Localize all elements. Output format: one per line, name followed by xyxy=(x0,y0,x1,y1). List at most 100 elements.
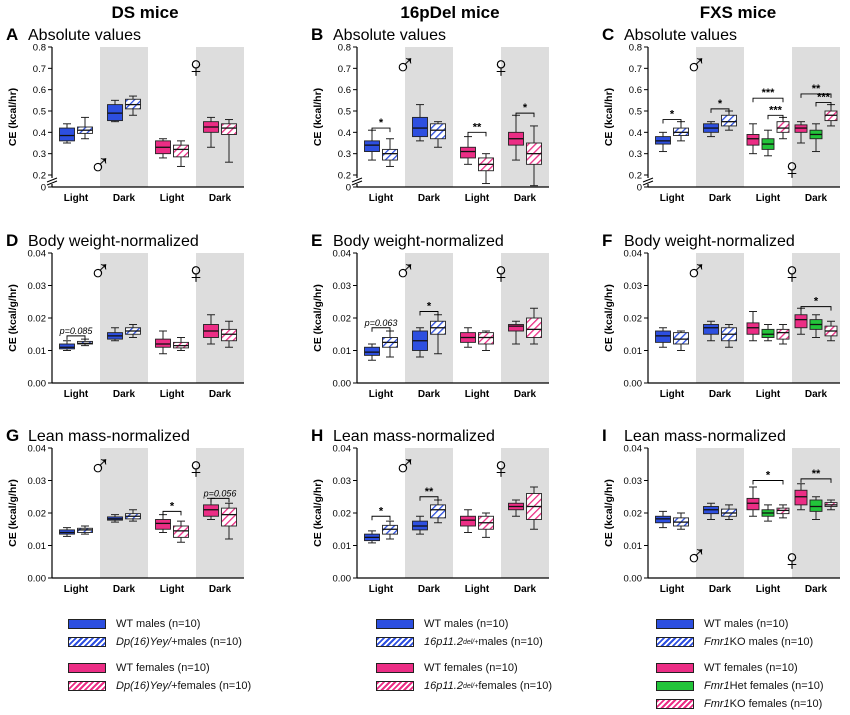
panel-e: E Body weight-normalized 0.00 0.01 0.02 0.03 0… xyxy=(311,231,549,400)
panel-letter: E xyxy=(311,231,322,250)
y-axis-label: CE (kcal/g/hr) xyxy=(603,284,615,352)
y-tick-label: 0.6 xyxy=(629,85,642,96)
bracket-line xyxy=(467,131,487,137)
x-category-label: Light xyxy=(660,193,685,204)
box-female-light-mut xyxy=(478,153,494,185)
y-tick-label: 0.8 xyxy=(338,43,351,54)
swatch-het-female xyxy=(656,681,694,691)
bracket-line xyxy=(800,478,832,483)
box-female-dark-mut xyxy=(526,125,542,187)
box-male-light-mut xyxy=(673,121,689,142)
bracket-line xyxy=(662,119,682,124)
significance-bracket: *** xyxy=(752,87,784,103)
dark-phase-shading xyxy=(405,253,453,383)
panel-title: Absolute values xyxy=(333,27,446,44)
x-category-label: Light xyxy=(756,584,781,595)
significance-bracket: p=0.056 xyxy=(203,488,236,503)
male-symbol: ♂ xyxy=(685,255,708,288)
panel-title: Lean mass-normalized xyxy=(28,428,190,445)
panel-b: B Absolute values 00.2 0.3 0.4 0.5 0.6 0.7 0.8 CE… xyxy=(311,25,549,204)
box-male-dark-mut xyxy=(721,324,737,348)
y-tick-label: 0.3 xyxy=(629,149,642,160)
y-tick-label: 0.01 xyxy=(333,346,352,357)
male-symbol: ♂ xyxy=(685,49,708,82)
box-iqr xyxy=(655,515,671,524)
legend-label: males (n=10) xyxy=(478,636,543,648)
y-axis-label: CE (kcal/hr) xyxy=(603,88,615,146)
box-male-dark-wt xyxy=(703,121,719,138)
box-female-light-wt xyxy=(746,311,760,342)
y-axis-label: CE (kcal/g/hr) xyxy=(312,479,324,547)
box-female-dark-wt xyxy=(203,314,219,345)
y-tick-label: 0.00 xyxy=(28,574,47,585)
legend-item-mut-males: Fmr1 KO males (n=10) xyxy=(656,635,824,649)
y-tick-label: 0.04 xyxy=(28,249,47,260)
panel-c: C Absolute values 00.2 0.3 0.4 0.5 0.6 0.7 0.8 CE… xyxy=(602,25,840,204)
x-category-label: Light xyxy=(756,193,781,204)
legend-label: KO females (n=10) xyxy=(729,698,823,710)
box-female-dark-mut xyxy=(221,502,237,540)
y-tick-label: 0 xyxy=(637,183,642,194)
x-category-label: Dark xyxy=(805,193,828,204)
box-male-light-wt xyxy=(59,123,75,144)
y-tick-label: 0.03 xyxy=(333,281,352,292)
male-symbol: ♂ xyxy=(89,450,112,483)
y-tick-label: 0.4 xyxy=(338,128,351,139)
x-category-label: Dark xyxy=(709,584,732,595)
y-axis-label: CE (kcal/g/hr) xyxy=(7,284,19,352)
significance-stars: * xyxy=(718,98,723,110)
female-symbol: ♀ xyxy=(781,544,804,577)
box-female-light-wt xyxy=(460,136,476,165)
female-symbol: ♀ xyxy=(185,51,208,84)
bracket-line xyxy=(371,127,391,133)
y-tick-label: 0.02 xyxy=(333,314,352,325)
box-iqr xyxy=(761,328,775,338)
swatch-mutant-male xyxy=(656,637,694,647)
box-male-light-mut xyxy=(382,520,398,540)
panel-title: Body weight-normalized xyxy=(624,233,795,250)
legend-label: males (n=10) xyxy=(177,636,242,648)
y-tick-label: 0.00 xyxy=(333,574,352,585)
box-female-dark-wt xyxy=(794,483,808,511)
y-tick-label: 0.02 xyxy=(624,314,643,325)
significance-bracket: * xyxy=(371,505,391,521)
significance-stars: ** xyxy=(812,83,821,95)
dark-phase-shading xyxy=(196,47,244,187)
significance-stars: ** xyxy=(473,121,482,133)
x-category-label: Light xyxy=(64,584,89,595)
y-tick-label: 0.01 xyxy=(333,541,352,552)
axis-break-gap xyxy=(643,178,653,184)
box-iqr xyxy=(382,148,398,161)
panel-f: F Body weight-normalized 0.00 0.01 0.02 0.03 0… xyxy=(602,231,840,400)
box-iqr xyxy=(655,330,671,343)
box-female-light-mut xyxy=(478,512,494,538)
box-female-dark-het xyxy=(809,123,823,153)
box-iqr xyxy=(746,134,760,146)
y-tick-label: 0 xyxy=(346,183,351,194)
box-male-light-wt xyxy=(364,343,380,361)
bracket-line xyxy=(419,311,439,316)
y-tick-label: 0.03 xyxy=(28,281,47,292)
swatch-mutant-female xyxy=(376,681,414,691)
legend-label: WT males (n=10) xyxy=(424,618,509,630)
legend-fxs: WT males (n=10) Fmr1 KO males (n=10) WT … xyxy=(656,617,824,715)
swatch-wt-male xyxy=(376,619,414,629)
box-iqr xyxy=(155,338,171,348)
panel-title: Lean mass-normalized xyxy=(333,428,495,445)
y-axis-label: CE (kcal/g/hr) xyxy=(312,284,324,352)
panel-letter: H xyxy=(311,426,323,445)
legend-item-mut-females: 16p11.2 del/+ females (n=10) xyxy=(376,679,552,693)
y-tick-label: 0.03 xyxy=(333,476,352,487)
bracket-line xyxy=(210,497,230,503)
panel-letter: G xyxy=(6,426,19,445)
box-iqr xyxy=(412,116,428,138)
male-symbol: ♂ xyxy=(89,149,112,182)
legend-gene: Dp(16)Yey/+ xyxy=(116,636,178,648)
significance-stars: * xyxy=(170,500,175,512)
significance-bracket: * xyxy=(710,98,730,113)
box-iqr xyxy=(59,343,75,350)
swatch-mutant-male xyxy=(376,637,414,647)
box-female-dark-wt xyxy=(794,307,808,335)
x-category-label: Light xyxy=(64,193,89,204)
legend-label: females (n=10) xyxy=(478,680,553,692)
